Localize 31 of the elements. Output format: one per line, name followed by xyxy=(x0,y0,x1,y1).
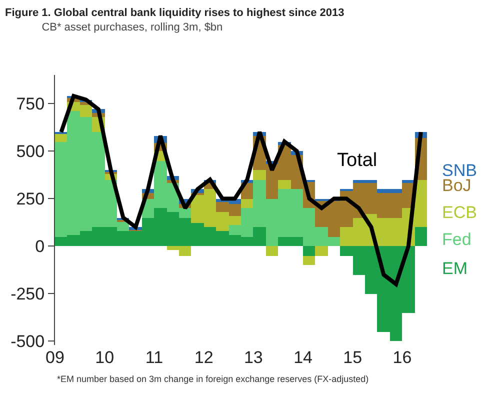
series-label: EM xyxy=(442,259,468,278)
bar xyxy=(303,256,315,265)
series-label: ECB xyxy=(442,203,477,222)
bar xyxy=(315,246,328,256)
x-tick-label: 15 xyxy=(343,348,362,367)
x-tick-label: 13 xyxy=(244,348,263,367)
x-tick-label: 14 xyxy=(294,348,312,367)
series-label: Total xyxy=(337,150,378,171)
text: Fed xyxy=(442,230,472,249)
y-tick-label: -500 xyxy=(10,332,45,352)
y-tick-label: 750 xyxy=(16,94,45,114)
chart-title: Figure 1. Global central bank liquidity rises to highest since 2013 xyxy=(5,7,344,19)
x-tick-label: 16 xyxy=(392,348,412,367)
bar xyxy=(241,199,253,208)
chart-subtitle: CB* asset purchases, rolling 3m, $bn xyxy=(5,21,223,34)
x-tick-label: 09 xyxy=(46,348,64,367)
x-tick-label: 12 xyxy=(194,348,214,367)
bar xyxy=(278,180,291,189)
y-tick-label: 500 xyxy=(16,142,45,162)
y-tick-label: 250 xyxy=(16,190,45,209)
bar xyxy=(266,246,278,256)
x-tick-label: 10 xyxy=(95,348,114,367)
line-series xyxy=(59,94,423,286)
y-tick-label: -250 xyxy=(10,284,45,304)
y-tick-label: 0 xyxy=(35,237,45,256)
bar xyxy=(415,227,427,246)
x-tick-label: 11 xyxy=(145,348,164,367)
text: *EM number based on 3m change in foreign exchange reserves (FX-adjusted) xyxy=(57,374,369,384)
bar xyxy=(253,170,266,180)
bar xyxy=(303,246,315,256)
bar xyxy=(55,134,67,142)
